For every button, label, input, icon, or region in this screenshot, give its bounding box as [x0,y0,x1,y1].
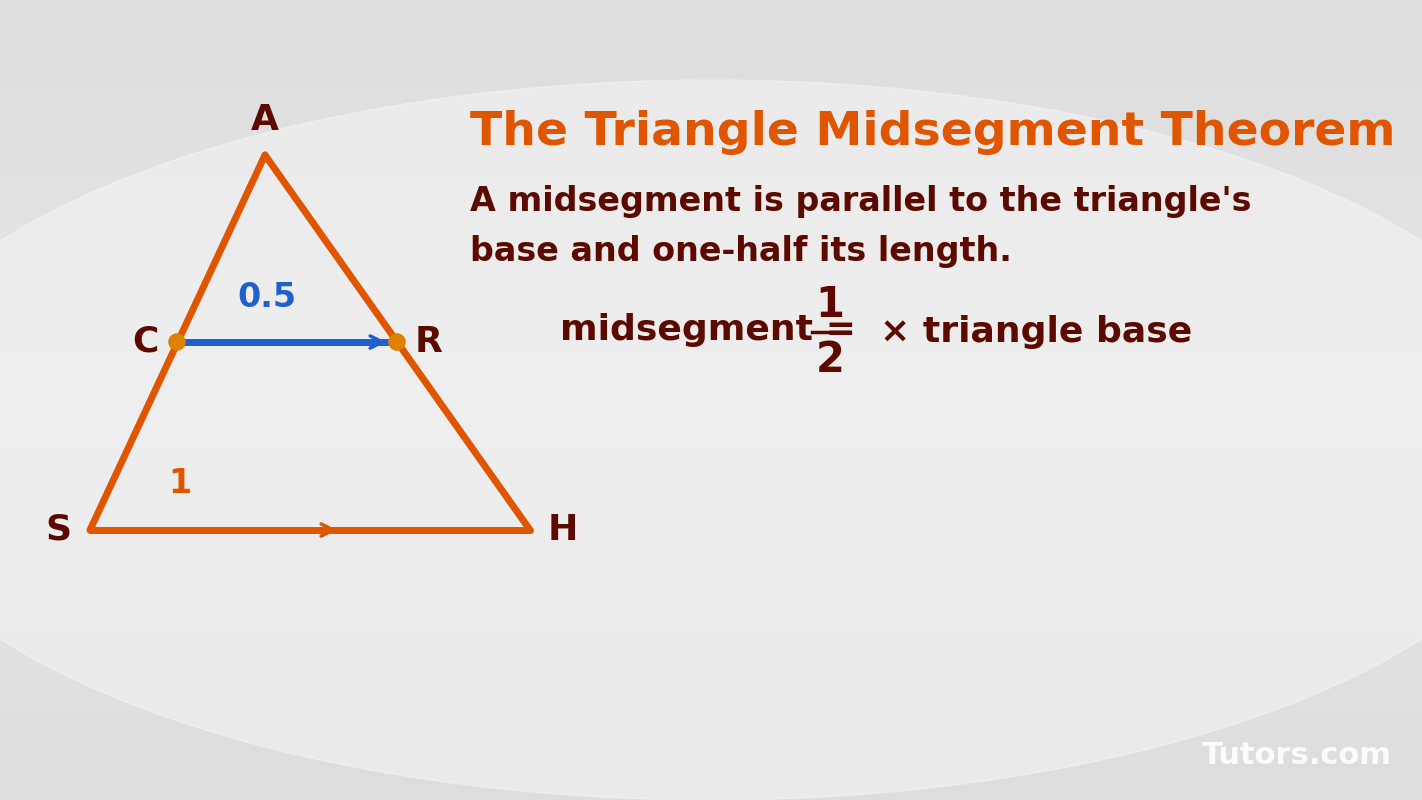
Text: A: A [252,103,279,137]
Text: midsegment =: midsegment = [560,313,869,347]
Text: R: R [415,325,442,359]
Text: C: C [132,325,159,359]
Point [385,336,408,349]
Text: 0.5: 0.5 [237,281,297,314]
Text: 2: 2 [816,339,845,381]
Text: 1: 1 [815,284,845,326]
Text: A midsegment is parallel to the triangle's: A midsegment is parallel to the triangle… [471,185,1251,218]
Text: base and one-half its length.: base and one-half its length. [471,235,1012,268]
Text: The Triangle Midsegment Theorem: The Triangle Midsegment Theorem [471,110,1395,155]
Point [165,336,188,349]
Ellipse shape [0,80,1422,800]
Text: × triangle base: × triangle base [880,315,1192,349]
Text: 1: 1 [168,467,192,500]
Text: H: H [547,513,579,547]
Text: S: S [46,513,73,547]
Text: Tutors.com: Tutors.com [1202,741,1392,770]
